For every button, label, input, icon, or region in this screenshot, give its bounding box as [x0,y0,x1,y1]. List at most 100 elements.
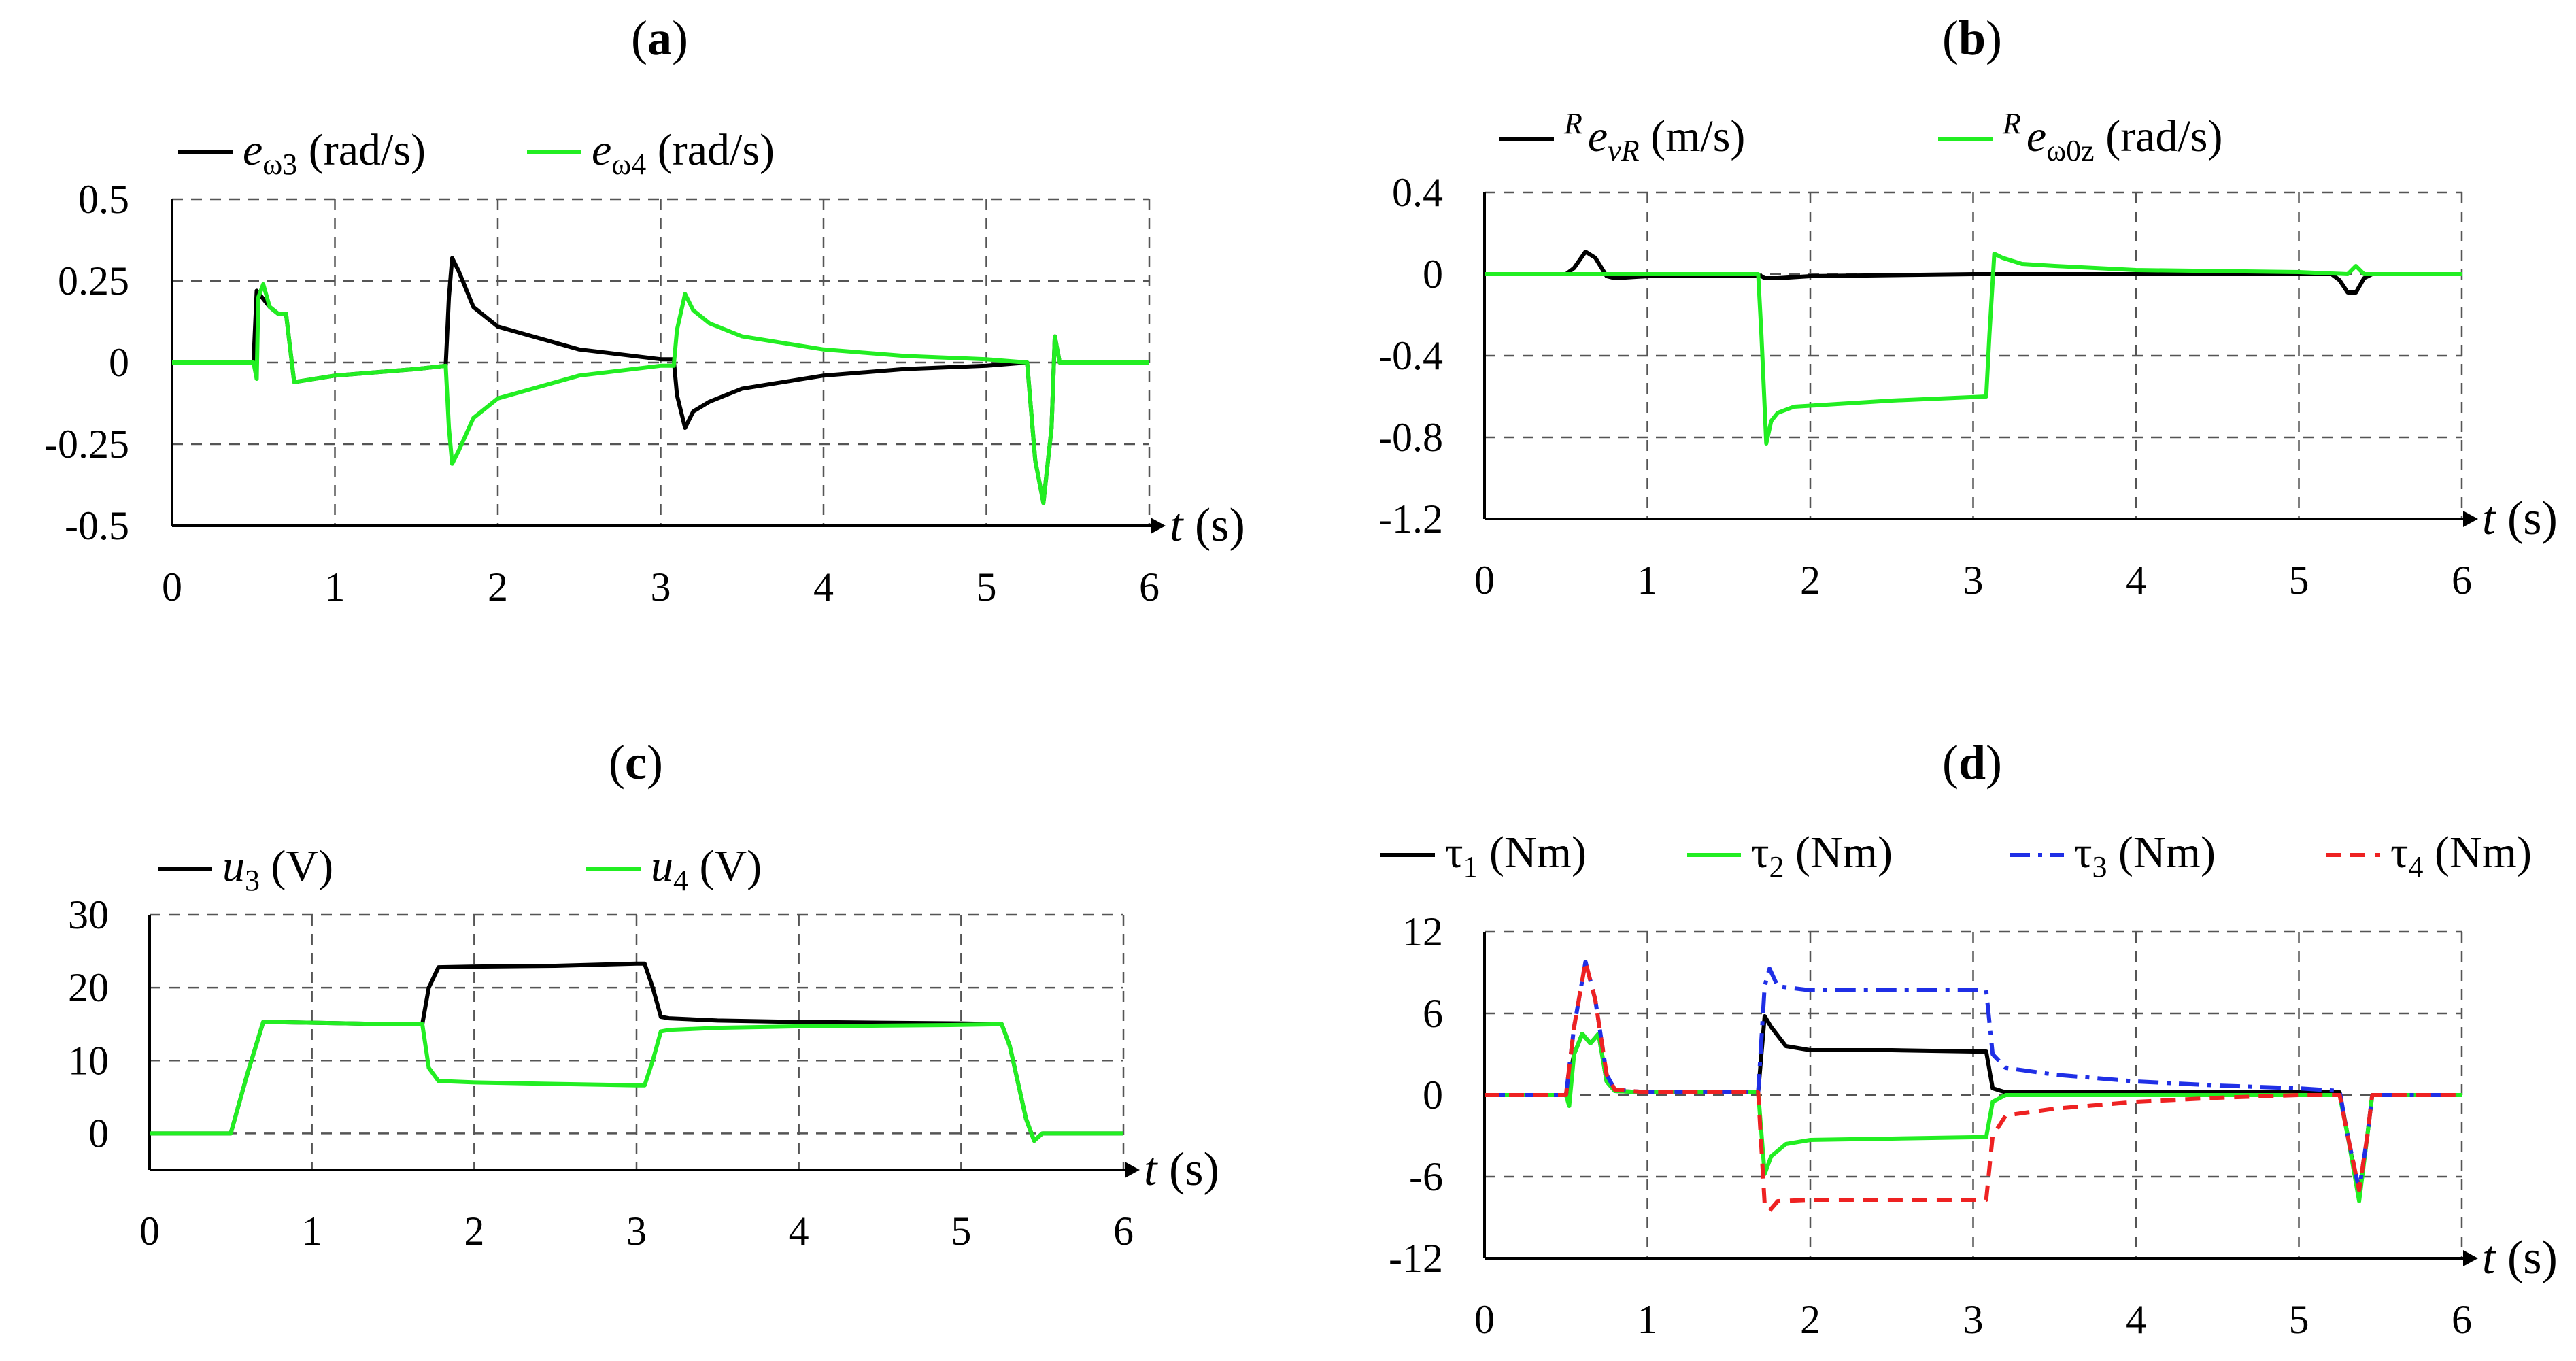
x-tick-label: 3 [1963,1297,1984,1342]
series-line-4 [1485,960,2462,1213]
legend-label-4: τ4 (Nm) [2390,828,2532,884]
x-axis-label-var: t [1144,1143,1158,1196]
panel-label-letter: b [1959,11,1986,65]
gridlines [1485,191,2463,520]
x-tick-label: 1 [302,1209,322,1254]
panel-label-open: ( [609,735,625,790]
panel-label-close: ) [1986,11,2002,65]
x-axis-label-unit: (s) [1183,499,1244,552]
panel-label-close: ) [647,735,663,790]
x-tick-label: 6 [2452,1297,2472,1342]
legend-main: τ [2390,828,2409,877]
legend-label-1: eω3 (rad/s) [243,125,426,181]
legend-main: e [2027,112,2046,161]
series-line-3 [1485,960,2462,1192]
y-tick-label: 20 [68,965,109,1010]
x-tick-label: 0 [162,565,182,609]
legend-sup: R [1563,107,1582,140]
x-axis-label-var: t [1170,499,1184,552]
legend-unit: (V) [260,841,333,891]
x-tick-label: 5 [951,1209,971,1254]
legend-main: τ [1445,828,1463,877]
legend-unit: (rad/s) [646,125,775,175]
legend-main: u [651,841,673,891]
legend-sub: 4 [2409,850,2424,884]
legend-unit: (Nm) [1478,828,1587,877]
legend-main: e [243,125,262,175]
legend-sub: ω4 [611,148,646,181]
legend-main: τ [2074,828,2092,877]
legend-label-2: eω4 (rad/s) [592,125,775,181]
x-tick-label: 2 [1800,1297,1820,1342]
y-tick-label: -0.8 [1378,415,1443,460]
legend-sup: R [2002,107,2021,140]
legend-label-2: τ2 (Nm) [1751,828,1893,884]
y-tick-label: 0.4 [1392,170,1443,215]
y-tick-label: 0.25 [58,258,129,303]
x-axis-label: t (s) [1170,499,1245,552]
gridlines [150,913,1125,1170]
series-line-2 [150,1020,1123,1143]
panel-label: (a) [631,11,688,65]
legend-main: e [1588,112,1608,161]
y-tick-label: 0 [1423,252,1443,297]
y-tick-label: -0.4 [1378,333,1443,378]
panel-label-close: ) [672,11,688,65]
x-axis-label-unit: (s) [2495,492,2557,545]
x-tick-label: 1 [1638,1297,1658,1342]
x-tick-label: 3 [651,565,671,609]
series-line-1 [1485,250,2462,295]
panel-b: (b)-1.2-0.8-0.400.40 1 2 3 4 5 6t (s)R evR (m/s… [1378,11,2558,603]
legend-sub: ω0z [2046,134,2095,167]
legend-main: τ [1751,828,1769,877]
legend-sub: vR [1608,134,1640,167]
x-tick-label: 0 [1474,558,1495,603]
y-tick-label: 6 [1423,991,1443,1036]
y-tick-label: 30 [68,892,109,937]
panel-label: (b) [1942,11,2002,65]
legend-sub: 2 [1769,850,1784,884]
x-tick-label: 6 [1113,1209,1134,1254]
x-axis-arrow [1125,1162,1140,1178]
x-tick-label: 5 [977,565,997,609]
legend-label-2: u4 (V) [651,841,762,897]
panel-label: (d) [1942,735,2002,790]
x-axis-arrow [2463,1250,2478,1266]
x-tick-label: 5 [2289,1297,2309,1342]
x-axis-arrow [2463,511,2478,527]
y-tick-label: -12 [1389,1236,1443,1281]
x-axis-label: t (s) [1144,1143,1219,1196]
legend-main: e [592,125,611,175]
x-tick-label: 4 [813,565,834,609]
series-line-2 [172,282,1149,505]
y-tick-label: -0.25 [44,422,129,467]
y-tick-label: 0 [88,1111,109,1156]
x-axis-label-unit: (s) [2495,1232,2557,1284]
x-tick-label: 2 [488,565,508,609]
x-tick-label: 1 [1638,558,1658,603]
legend-unit: (rad/s) [2095,112,2223,161]
legend-sub: 3 [245,864,260,897]
legend-label-1: u3 (V) [222,841,333,897]
y-tick-label: -6 [1409,1154,1443,1199]
panel-label: (c) [609,735,663,790]
panel-label-open: ( [631,11,647,65]
x-axis-label-unit: (s) [1157,1143,1219,1196]
legend-sub: 1 [1463,850,1478,884]
y-tick-label: 12 [1402,909,1443,954]
x-tick-label: 4 [789,1209,809,1254]
x-tick-label: 5 [2289,558,2309,603]
legend-sub: 3 [2092,850,2107,884]
legend-unit: (Nm) [2107,828,2216,877]
x-tick-label: 6 [2452,558,2472,603]
panel-label-open: ( [1942,735,1959,790]
series-line-2 [1485,1032,2462,1203]
x-axis-label-var: t [2482,492,2496,545]
x-tick-label: 2 [1800,558,1820,603]
y-tick-label: 0 [1423,1073,1443,1118]
